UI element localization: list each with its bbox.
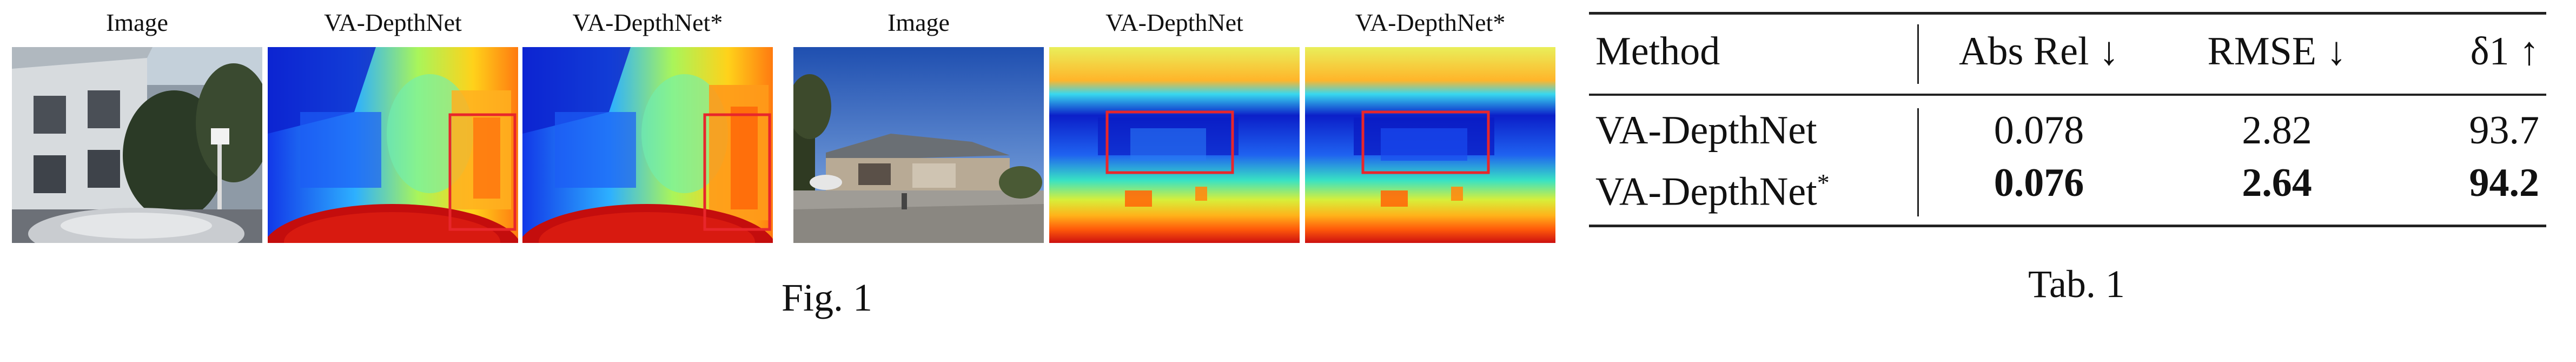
- depth-map-vadepthnet-star-house: [522, 47, 773, 243]
- table-top-rule: [1589, 12, 2546, 15]
- col-label-vadepthnet-2: VA-DepthNet: [1105, 9, 1243, 36]
- header-method: Method: [1595, 29, 1720, 74]
- header-rmse: RMSE ↓: [2207, 29, 2347, 74]
- row-2-method-suffix: *: [1817, 169, 1830, 196]
- row-2-delta1: 94.2: [2469, 161, 2540, 205]
- column-separator-header: [1917, 24, 1919, 84]
- row-1-rmse: 2.82: [2242, 108, 2312, 153]
- row-2-abs-rel: 0.076: [1994, 161, 2084, 205]
- depth-map-vadepthnet-house: [268, 47, 518, 243]
- highlight-box: [1361, 110, 1490, 174]
- highlight-box: [448, 113, 516, 231]
- depth-map-vadepthnet-street: [1049, 47, 1300, 243]
- row-1-abs-rel: 0.078: [1994, 108, 2084, 153]
- figure-caption: Fig. 1: [782, 276, 873, 319]
- col-label-image-2: Image: [888, 9, 950, 36]
- row-1-method: VA-DepthNet: [1595, 108, 1817, 153]
- row-1-delta1: 93.7: [2469, 108, 2540, 153]
- row-2-method: VA-DepthNet*: [1595, 169, 1830, 214]
- highlight-box: [1105, 110, 1234, 174]
- table-caption: Tab. 1: [2028, 262, 2125, 306]
- column-separator-body: [1917, 108, 1919, 216]
- rgb-image-street: [793, 47, 1044, 243]
- col-label-vadepthnet-star-2: VA-DepthNet*: [1355, 9, 1506, 36]
- col-label-vadepthnet-1: VA-DepthNet: [324, 9, 462, 36]
- header-delta1: δ1 ↑: [2470, 29, 2539, 74]
- depth-map-vadepthnet-star-street: [1305, 47, 1555, 243]
- header-abs-rel: Abs Rel ↓: [1959, 29, 2119, 74]
- highlight-box: [703, 113, 771, 231]
- table-bottom-rule: [1589, 225, 2546, 227]
- row-2-rmse: 2.64: [2242, 161, 2312, 205]
- col-label-vadepthnet-star-1: VA-DepthNet*: [572, 9, 723, 36]
- table-header-rule: [1589, 94, 2546, 96]
- col-label-image-1: Image: [106, 9, 168, 36]
- rgb-image-house: [12, 47, 262, 243]
